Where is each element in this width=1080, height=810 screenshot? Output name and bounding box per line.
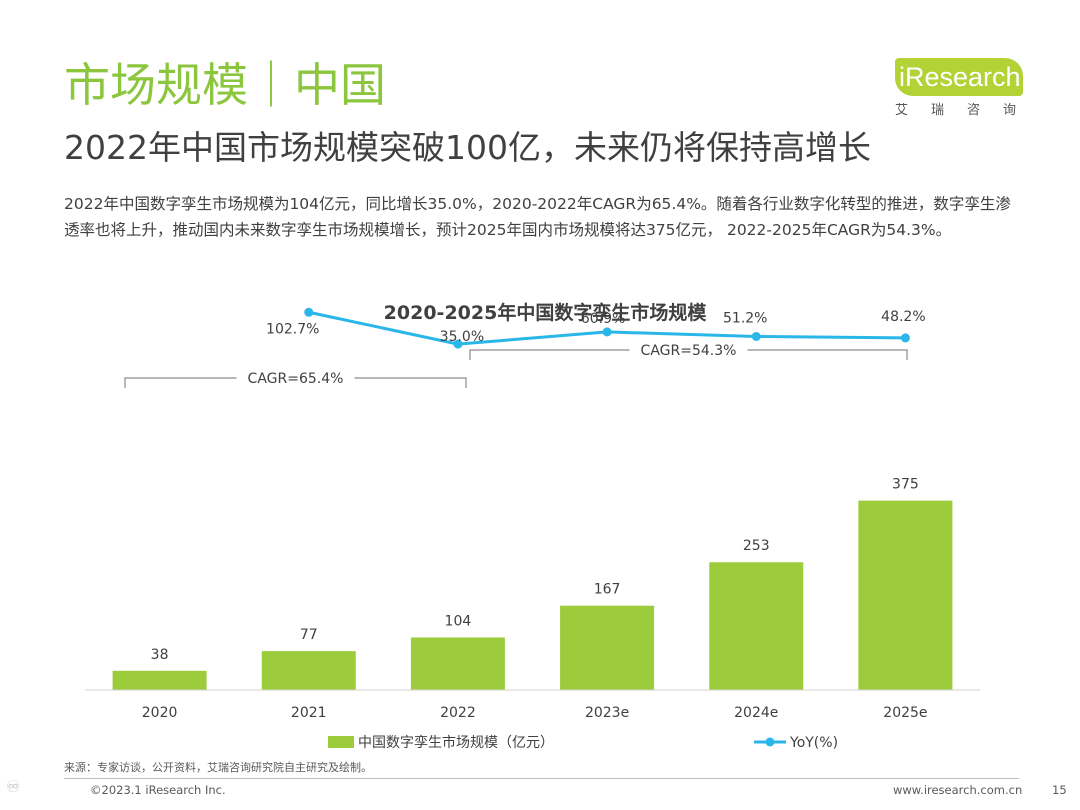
bar-2021	[261, 651, 356, 690]
legend-swatch-bar	[328, 736, 354, 748]
bar-label-2020: 38	[151, 647, 169, 663]
cagr-label-1: CAGR=65.4%	[248, 371, 344, 387]
cagr-label-2: CAGR=54.3%	[641, 343, 737, 359]
yoy-point-2025e	[900, 333, 910, 343]
section-title: 市场规模｜中国	[64, 58, 386, 112]
page-number: 15	[1052, 783, 1067, 797]
yoy-label-2022: 35.0%	[440, 329, 484, 345]
logo-text: iResearch	[899, 62, 1021, 92]
x-tick-2024e: 2024e	[734, 705, 778, 721]
bar-label-2024e: 253	[743, 538, 770, 554]
bar-2022	[410, 637, 505, 690]
bar-2023e	[560, 605, 655, 690]
iresearch-logo: iResearch 艾瑞咨询	[895, 58, 1030, 123]
bar-2020	[112, 670, 207, 690]
bar-2025e	[858, 500, 953, 690]
bar-2024e	[709, 562, 804, 690]
yoy-line-series: 102.7% 35.0% 60.9% 51.2% 48.2%	[266, 307, 926, 349]
weibo-icon: ♾	[6, 777, 21, 796]
cagr-bracket-right-2	[747, 349, 908, 360]
market-size-chart: 2020-2025年中国数字孪生市场规模 CAGR=65.4% CAGR=54.3…	[85, 301, 980, 751]
yoy-label-2023e: 60.9%	[581, 311, 625, 327]
x-tick-2025e: 2025e	[883, 705, 927, 721]
bar-label-2025e: 375	[892, 477, 919, 493]
bar-series: 38 77 104 167 253 375	[112, 477, 953, 690]
x-tick-2021: 2021	[291, 705, 327, 721]
bar-label-2022: 104	[445, 613, 472, 629]
yoy-label-2021: 102.7%	[266, 321, 319, 337]
footer-divider	[64, 778, 1019, 779]
chart-legend: 中国数字孪生市场规模（亿元） YoY(%)	[328, 734, 838, 751]
website-link[interactable]: www.iresearch.com.cn	[893, 783, 1023, 797]
legend-marker-line	[765, 737, 775, 747]
x-tick-2020: 2020	[142, 705, 178, 721]
cagr-annotations: CAGR=65.4% CAGR=54.3%	[124, 343, 908, 388]
page-headline: 2022年中国市场规模突破100亿，未来仍将保持高增长	[64, 128, 871, 167]
x-tick-2023e: 2023e	[585, 705, 629, 721]
yoy-label-2024e: 51.2%	[723, 310, 767, 326]
x-axis-ticks: 2020 2021 2022 2023e 2024e 2025e	[142, 705, 928, 721]
bar-label-2021: 77	[300, 627, 318, 643]
yoy-label-2025e: 48.2%	[881, 309, 925, 325]
cagr-bracket-left-2	[469, 349, 630, 360]
yoy-point-2024e	[751, 331, 761, 341]
copyright-text: ©2023.1 iResearch Inc.	[90, 783, 226, 797]
logo-subtext: 艾瑞咨询	[895, 103, 1040, 118]
yoy-point-2023e	[602, 327, 612, 337]
bar-label-2023e: 167	[594, 582, 621, 598]
legend-label-bar: 中国数字孪生市场规模（亿元）	[358, 734, 554, 751]
yoy-point-2022	[453, 339, 463, 349]
summary-paragraph: 2022年中国数字孪生市场规模为104亿元，同比增长35.0%，2020-202…	[64, 195, 1011, 239]
yoy-point-2021	[304, 307, 314, 317]
x-tick-2022: 2022	[440, 705, 476, 721]
cagr-bracket-left-1	[124, 377, 237, 388]
cagr-bracket-right-1	[354, 377, 467, 388]
legend-label-line: YoY(%)	[789, 735, 838, 751]
source-note: 来源：专家访谈，公开资料，艾瑞咨询研究院自主研究及绘制。	[64, 761, 372, 774]
chart-title: 2020-2025年中国数字孪生市场规模	[384, 301, 708, 324]
logo-badge: iResearch	[895, 58, 1023, 96]
